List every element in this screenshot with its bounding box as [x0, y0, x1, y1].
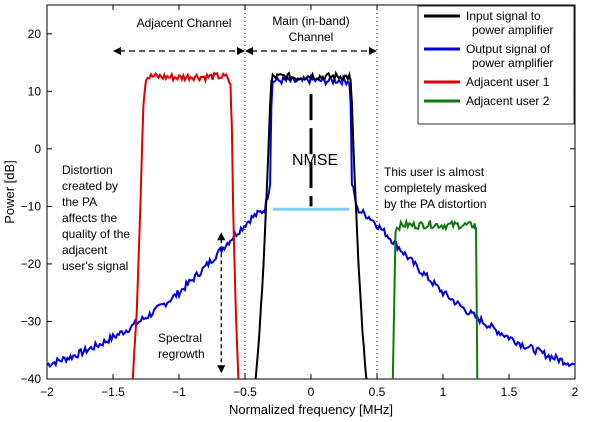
x-tick-label: −1.5 — [101, 385, 125, 399]
distortion-text-line-3: the PA — [62, 195, 97, 209]
distortion-text-line-6: adjacent — [62, 243, 108, 257]
y-tick-label: 0 — [34, 142, 41, 156]
legend-label-1: Input signal to — [466, 9, 541, 23]
y-tick-label: 20 — [28, 27, 42, 41]
legend-box — [417, 5, 575, 125]
y-tick-label: −30 — [21, 314, 42, 328]
distortion-text-line-5: quality of the — [62, 227, 130, 241]
x-tick-label: 2 — [572, 385, 579, 399]
masked-text-line-1: This user is almost — [384, 165, 485, 179]
adjacent-channel-label: Adjacent Channel — [137, 16, 232, 30]
x-tick-label: −0.5 — [233, 385, 257, 399]
main-channel-label-line1: Main (in-band) — [272, 14, 349, 28]
series-layer — [46, 70, 576, 380]
nmse-marker — [272, 94, 350, 211]
regrowth-text-line-1: Spectral — [158, 331, 202, 345]
spectral-regrowth-annotation: Spectral regrowth — [158, 232, 226, 374]
masked-user-annotation: This user is almost completely masked by t… — [384, 165, 487, 211]
legend-label-3: Adjacent user 1 — [466, 75, 550, 89]
y-tick-label: −10 — [21, 199, 42, 213]
main-channel-arrow — [245, 47, 377, 55]
x-tick-label: 1 — [440, 385, 447, 399]
x-tick-label: 0 — [308, 385, 315, 399]
legend-label-1: power amplifier — [472, 23, 553, 37]
series-line-3 — [131, 71, 240, 380]
legend-label-4: Adjacent user 2 — [466, 94, 550, 108]
y-axis: −40 −30 −20 −10 0 10 20 — [21, 27, 575, 386]
main-channel-label-line2: Channel — [289, 30, 334, 44]
x-tick-label: 0.5 — [369, 385, 386, 399]
x-axis: −2 −1.5 −1 −0.5 0 0.5 1 1.5 2 — [40, 5, 579, 399]
series-line-4 — [391, 217, 479, 380]
y-tick-label: 10 — [28, 84, 42, 98]
x-tick-label: −2 — [40, 385, 54, 399]
legend-label-2: power amplifier — [472, 56, 553, 70]
masked-text-line-3: by the PA distortion — [384, 197, 487, 211]
adjacent-channel-arrow — [113, 47, 245, 55]
y-axis-label: Power [dB] — [2, 160, 17, 224]
x-tick-label: −1 — [172, 385, 186, 399]
distortion-annotation: Distortion created by the PA affects the qua… — [62, 163, 130, 273]
masked-text-line-2: completely masked — [384, 181, 487, 195]
distortion-text-line-2: created by — [62, 179, 118, 193]
legend-label-2: Output signal of — [466, 42, 551, 56]
nmse-label: NMSE — [292, 152, 338, 169]
regrowth-arrow-head-bottom — [217, 365, 226, 374]
regrowth-text-line-2: regrowth — [158, 347, 205, 361]
x-axis-label: Normalized frequency [MHz] — [229, 402, 393, 417]
series-line-1 — [254, 70, 368, 380]
distortion-text-line-1: Distortion — [62, 163, 113, 177]
distortion-text-line-7: user's signal — [62, 259, 128, 273]
channel-span-arrows — [113, 47, 377, 55]
y-tick-label: −40 — [21, 372, 42, 386]
regrowth-arrow-head-top — [217, 232, 226, 241]
y-tick-label: −20 — [21, 257, 42, 271]
x-tick-label: 1.5 — [501, 385, 518, 399]
distortion-text-line-4: affects the — [62, 211, 117, 225]
